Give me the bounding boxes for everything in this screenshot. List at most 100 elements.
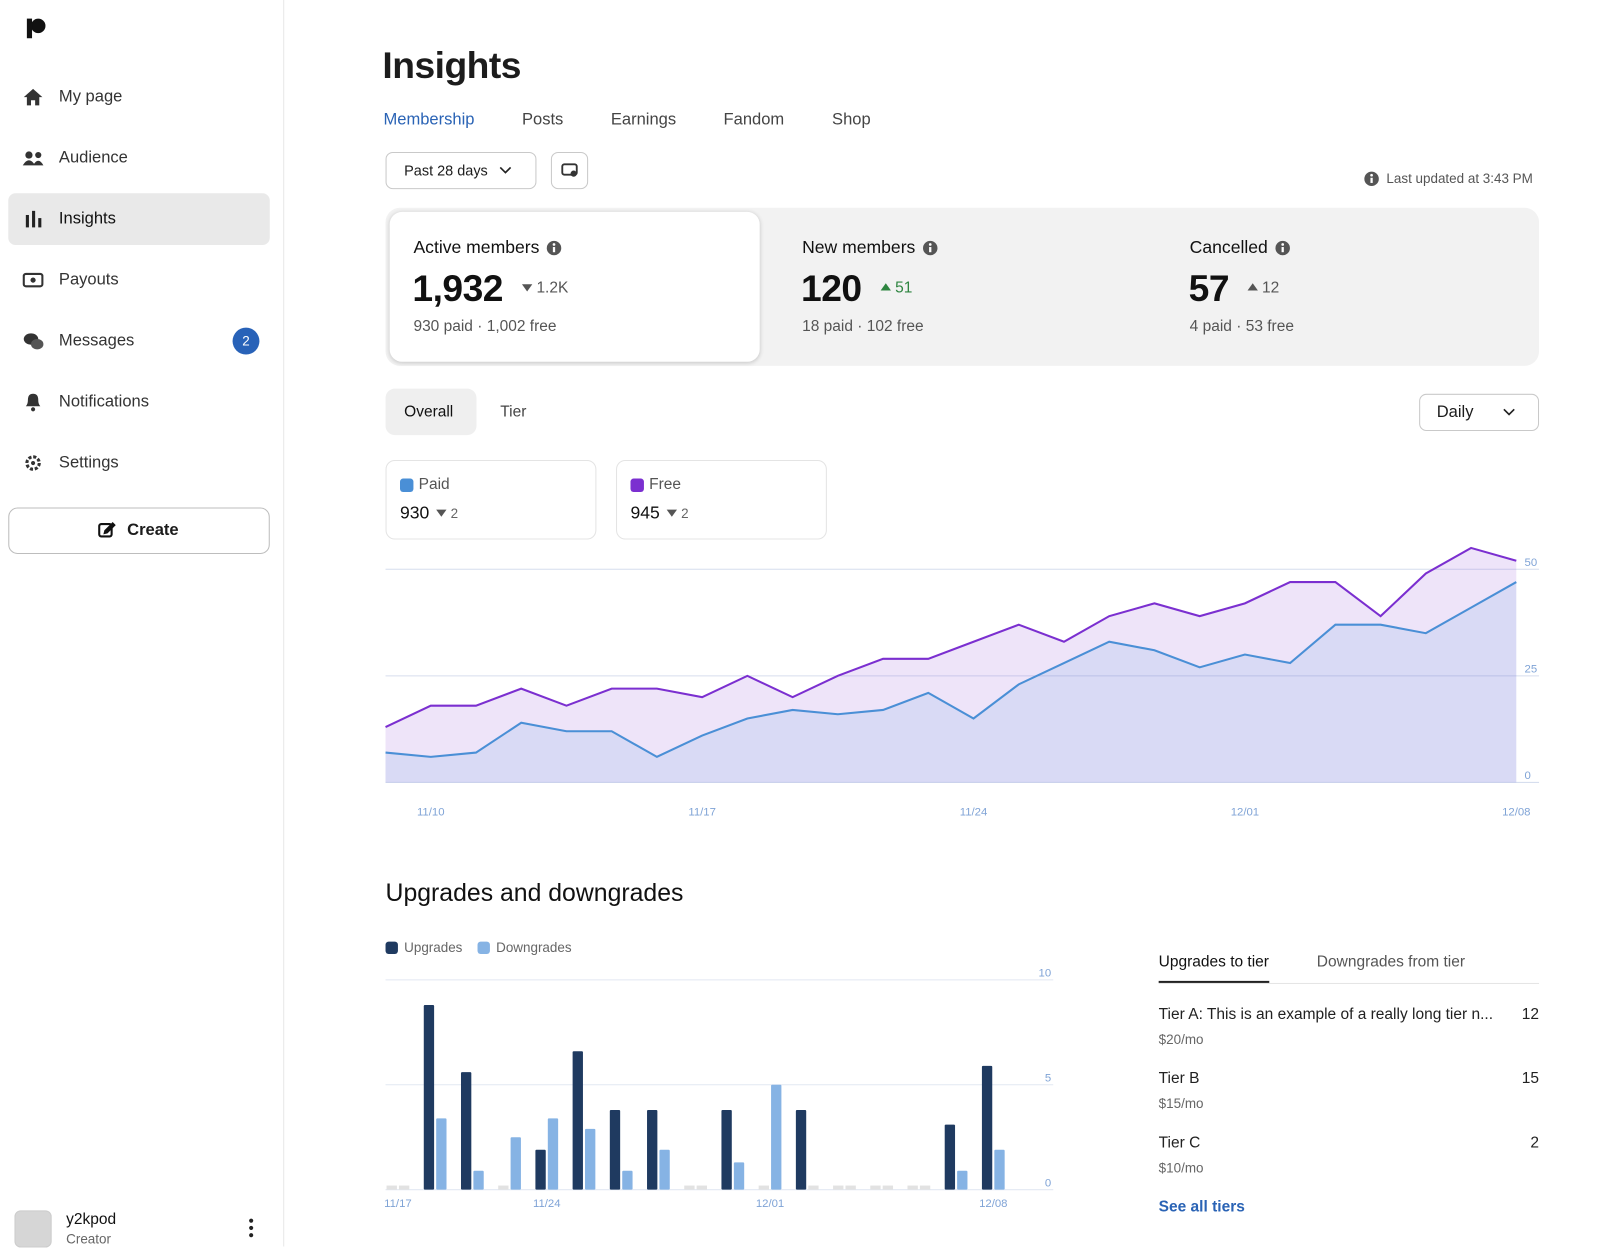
see-all-link[interactable]: See all tiers xyxy=(1158,1197,1245,1216)
tier-name: Tier C xyxy=(1158,1133,1201,1152)
create-button[interactable] xyxy=(8,507,270,555)
stat-change: 12 xyxy=(1262,279,1280,297)
currency-button[interactable] xyxy=(550,151,589,190)
area xyxy=(385,547,1517,783)
stat-card-selected[interactable] xyxy=(389,211,760,362)
nav-item[interactable]: My page xyxy=(58,88,123,106)
avatar xyxy=(14,1210,52,1248)
bar xyxy=(609,1109,621,1190)
bar-zero xyxy=(398,1185,410,1190)
x-tick-label: 12/01 xyxy=(756,1198,784,1210)
nav-item[interactable]: Insights xyxy=(58,210,116,228)
view-tab[interactable]: Tier xyxy=(500,403,527,421)
nav-item[interactable]: Notifications xyxy=(58,393,149,411)
last-updated: Last updated at 3:43 PM xyxy=(1386,170,1533,187)
line xyxy=(385,581,1517,759)
stat-detail: 4 paid · 53 free xyxy=(1189,317,1294,335)
nav-item[interactable]: Audience xyxy=(58,149,128,167)
tier-count: 2 xyxy=(1530,1133,1540,1152)
bar xyxy=(659,1149,670,1190)
nav-item[interactable]: Payouts xyxy=(58,271,119,289)
bar-zero xyxy=(833,1185,844,1190)
info-icon-dot xyxy=(1370,173,1373,177)
legend-total: 930 xyxy=(400,503,430,523)
legend-swatch xyxy=(385,941,398,955)
legend-total: 945 xyxy=(630,503,660,523)
line xyxy=(385,546,1517,728)
nav-item[interactable]: Messages xyxy=(58,332,135,350)
tier-price: $15/mo xyxy=(1158,1095,1204,1112)
x-tick-label: 12/08 xyxy=(979,1198,1007,1210)
bar xyxy=(535,1149,546,1190)
tab[interactable]: Earnings xyxy=(610,111,677,129)
bar-zero xyxy=(845,1185,856,1190)
interval-label: Daily xyxy=(1436,403,1474,422)
tier-tab[interactable]: Downgrades from tier xyxy=(1316,952,1466,971)
section-title: Upgrades and downgrades xyxy=(385,879,684,908)
bar-zero xyxy=(386,1185,397,1190)
range-label: Past 28 days xyxy=(404,161,488,179)
bar-zero xyxy=(919,1185,931,1190)
tab[interactable]: Shop xyxy=(832,111,871,129)
x-tick-label: 12/08 xyxy=(1502,806,1530,818)
bar xyxy=(547,1118,559,1190)
tier-count: 15 xyxy=(1521,1069,1540,1088)
user-name: y2kpod xyxy=(66,1210,117,1228)
bar xyxy=(585,1128,596,1190)
legend-name: Free xyxy=(649,475,681,494)
bar xyxy=(622,1170,633,1190)
tier-name: Tier B xyxy=(1158,1069,1200,1088)
legend-name: Upgrades xyxy=(404,939,463,956)
x-tick-label: 11/24 xyxy=(960,806,988,818)
stat-value: 1,932 xyxy=(412,267,503,310)
bar xyxy=(510,1137,521,1190)
bar xyxy=(423,1005,435,1190)
tab[interactable]: Posts xyxy=(521,111,564,129)
view-tab-active xyxy=(385,388,477,436)
legend-card[interactable] xyxy=(385,459,597,540)
stat-change: 1.2K xyxy=(536,279,569,297)
x-tick-label: 11/17 xyxy=(688,806,716,818)
badge-count: 2 xyxy=(242,333,250,349)
user-role: Creator xyxy=(66,1231,111,1247)
tab[interactable]: Fandom xyxy=(723,111,785,129)
bar xyxy=(647,1109,658,1190)
view-tab[interactable]: Overall xyxy=(404,403,454,421)
legend-swatch xyxy=(477,941,490,955)
info-icon-bar xyxy=(1370,177,1373,183)
tier-price: $20/mo xyxy=(1158,1031,1204,1048)
nav-active xyxy=(8,193,270,245)
tier-tab[interactable]: Upgrades to tier xyxy=(1158,952,1269,971)
bar xyxy=(436,1118,447,1190)
bar-zero xyxy=(684,1185,695,1190)
range-dropdown[interactable] xyxy=(385,151,537,190)
nav-item[interactable]: Settings xyxy=(58,454,119,472)
stat-change: 51 xyxy=(895,279,913,297)
bar-zero xyxy=(882,1185,894,1190)
tier-divider xyxy=(1158,982,1540,984)
y-tick-label: 25 xyxy=(1525,664,1538,676)
legend-change: 2 xyxy=(681,505,689,522)
tab[interactable]: Membership xyxy=(383,111,475,129)
x-tick-label: 11/10 xyxy=(417,806,445,818)
interval-dropdown[interactable] xyxy=(1419,393,1540,432)
y-tick-label: 5 xyxy=(1045,1073,1051,1085)
sidebar xyxy=(0,0,285,1247)
stat-detail: 930 paid · 1,002 free xyxy=(413,317,557,335)
x-tick-label: 11/17 xyxy=(384,1198,412,1210)
x-tick-label: 12/01 xyxy=(1231,806,1259,818)
bar-zero xyxy=(907,1185,918,1190)
bar xyxy=(994,1149,1005,1190)
bar xyxy=(981,1065,993,1190)
bar xyxy=(572,1051,583,1190)
bar-zero xyxy=(696,1185,707,1190)
legend-card[interactable] xyxy=(616,459,827,540)
area xyxy=(385,582,1517,783)
stat-value: 120 xyxy=(801,267,862,310)
page-title: Insights xyxy=(382,43,521,87)
stat-value: 57 xyxy=(1188,267,1230,310)
bar xyxy=(473,1170,484,1190)
bar xyxy=(721,1109,732,1190)
bar-zero xyxy=(808,1185,819,1190)
